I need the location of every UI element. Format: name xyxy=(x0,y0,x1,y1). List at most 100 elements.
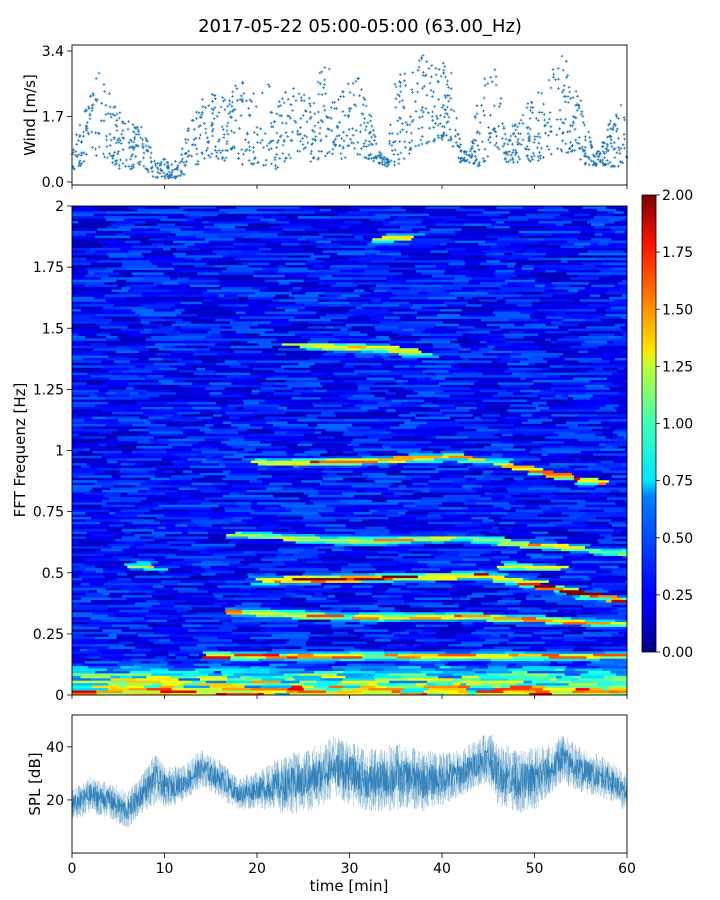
heatmap-cell xyxy=(163,511,191,515)
heatmap-cell xyxy=(306,413,337,417)
wind-data-point xyxy=(208,155,212,159)
heatmap-cell xyxy=(572,690,585,693)
heatmap-cell xyxy=(392,577,423,581)
heatmap-cell xyxy=(540,396,568,400)
wind-data-point xyxy=(394,85,398,89)
heatmap-cell xyxy=(465,616,494,620)
heatmap-cell xyxy=(513,391,532,395)
heatmap-cell xyxy=(279,653,288,657)
wind-data-point xyxy=(615,151,619,155)
heatmap-cell xyxy=(171,474,205,478)
wind-data-point xyxy=(519,132,522,136)
wind-data-point xyxy=(561,139,564,143)
wind-data-point xyxy=(504,137,508,141)
heatmap-cell xyxy=(72,636,96,640)
heatmap-cell xyxy=(95,614,109,618)
wind-data-point xyxy=(226,132,230,136)
heatmap-cell xyxy=(357,386,370,390)
heatmap-cell xyxy=(233,545,260,549)
heatmap-cell xyxy=(287,384,323,388)
heatmap-cell xyxy=(150,668,169,671)
heatmap-cell xyxy=(459,550,487,554)
heatmap-cell xyxy=(455,406,478,410)
heatmap-cell xyxy=(389,531,403,535)
heatmap-cell xyxy=(535,616,562,620)
wind-data-point xyxy=(213,94,216,97)
heatmap-cell xyxy=(440,384,465,388)
heatmap-cell xyxy=(425,396,439,400)
wind-data-point xyxy=(449,71,453,75)
heatmap-cell xyxy=(368,548,384,552)
heatmap-cell xyxy=(267,396,292,400)
heatmap-cell xyxy=(612,382,628,385)
wind-data-point xyxy=(584,138,587,142)
heatmap-cell xyxy=(310,460,320,464)
wind-data-point xyxy=(537,141,541,145)
heatmap-cell xyxy=(212,428,248,432)
heatmap-cell xyxy=(353,445,383,449)
wind-data-point xyxy=(116,152,119,156)
heatmap-cell xyxy=(567,367,596,371)
heatmap-cell xyxy=(551,609,558,613)
heatmap-cell xyxy=(72,477,105,481)
heatmap-cell xyxy=(529,660,552,664)
wind-data-point xyxy=(275,146,279,149)
heatmap-cell xyxy=(422,638,448,642)
wind-data-point xyxy=(449,87,453,91)
heatmap-cell xyxy=(203,599,241,603)
heatmap-cell xyxy=(574,482,599,486)
wind-data-point xyxy=(130,139,133,143)
heatmap-cell xyxy=(89,499,103,503)
heatmap-cell xyxy=(384,364,395,368)
heatmap-cell xyxy=(205,462,220,466)
heatmap-cell xyxy=(483,584,520,588)
wind-data-point xyxy=(348,109,351,113)
heatmap-cell xyxy=(482,526,493,530)
wind-data-point xyxy=(362,144,366,148)
heatmap-cell xyxy=(435,636,450,640)
heatmap-cell xyxy=(89,489,103,493)
heatmap-cell xyxy=(401,489,413,493)
heatmap-cell xyxy=(448,418,456,422)
heatmap-cell xyxy=(338,438,354,442)
heatmap-cell xyxy=(498,428,509,432)
heatmap-cell xyxy=(105,438,119,442)
heatmap-cell xyxy=(95,665,121,669)
wind-data-point xyxy=(436,123,440,127)
heatmap-cell xyxy=(260,621,268,625)
heatmap-cell xyxy=(195,682,233,686)
heatmap-cell xyxy=(339,658,366,662)
heatmap-cell xyxy=(283,501,306,505)
heatmap-cell xyxy=(260,558,298,561)
heatmap-cell xyxy=(182,624,203,627)
wind-data-point xyxy=(308,102,312,106)
wind-data-point xyxy=(113,105,117,109)
wind-data-point xyxy=(296,129,300,133)
wind-data-point xyxy=(176,164,180,167)
heatmap-cell xyxy=(443,389,480,393)
heatmap-cell xyxy=(513,543,523,547)
heatmap-cell xyxy=(89,448,127,451)
heatmap-cell xyxy=(489,680,524,684)
heatmap-cell xyxy=(72,423,106,427)
heatmap-cell xyxy=(526,377,538,380)
heatmap-cell xyxy=(72,570,83,574)
heatmap-cell xyxy=(221,663,247,667)
heatmap-cell xyxy=(300,543,310,547)
heatmap-cell xyxy=(531,528,556,532)
heatmap-cell xyxy=(378,457,415,461)
heatmap-cell xyxy=(317,416,336,420)
heatmap-cell xyxy=(333,509,363,513)
wind-data-point xyxy=(363,117,366,120)
heatmap-cell xyxy=(491,550,502,554)
heatmap-cell xyxy=(339,499,373,503)
wind-data-point xyxy=(92,93,95,97)
wind-data-point xyxy=(231,95,234,98)
wind-data-point xyxy=(439,114,442,117)
heatmap-cell xyxy=(143,411,178,415)
heatmap-cell xyxy=(306,560,324,564)
heatmap-cell xyxy=(432,660,449,664)
heatmap-cell xyxy=(583,636,612,640)
heatmap-cell xyxy=(516,479,552,483)
heatmap-cell xyxy=(333,411,368,415)
